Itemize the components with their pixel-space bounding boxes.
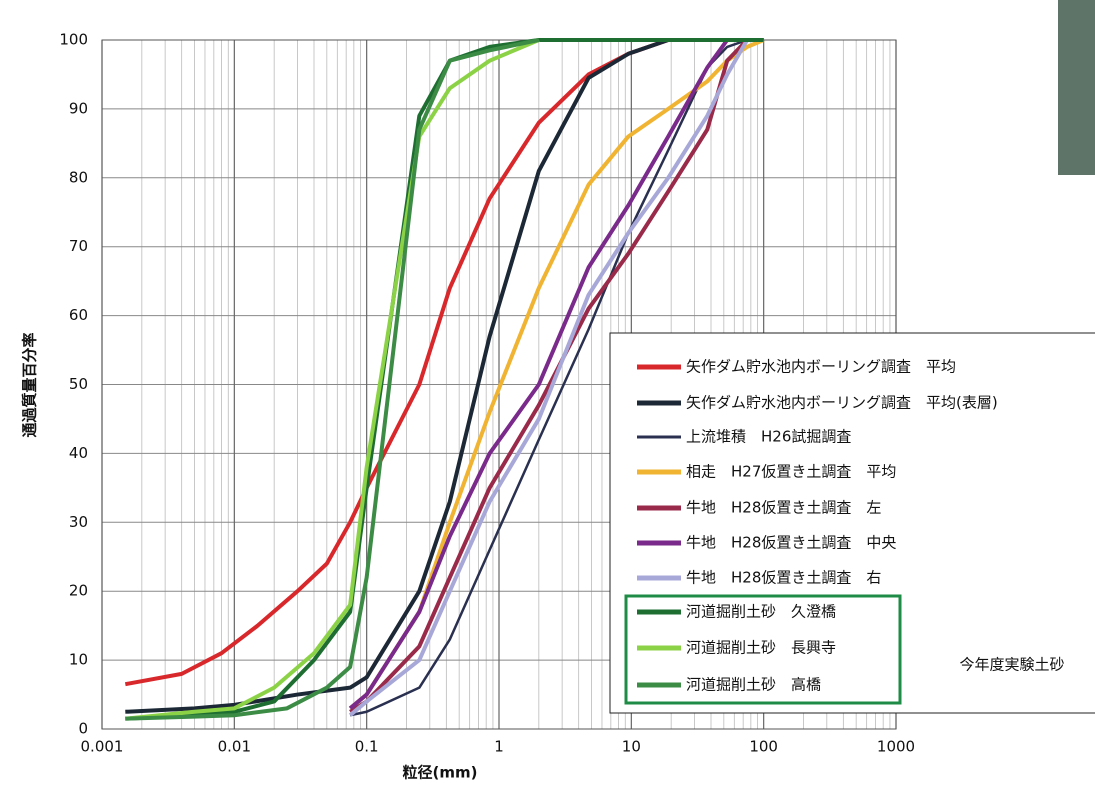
y-tick-label: 60 — [69, 306, 88, 324]
legend-label: 矢作ダム貯水池内ボーリング調査 平均(表層) — [686, 394, 998, 412]
x-tick-label: 0.01 — [218, 738, 251, 756]
y-tick-label: 10 — [69, 651, 88, 669]
chart: 粒径(mm) 通過質量百分率 0 10 20 30 40 50 60 70 80 90 100 0.0… — [0, 0, 1095, 787]
y-tick-label: 20 — [69, 582, 88, 600]
legend-label: 河道掘削土砂 長興寺 — [686, 639, 836, 657]
y-tick-label: 30 — [69, 513, 88, 531]
y-tick-label: 0 — [78, 720, 88, 738]
y-tick-label: 90 — [69, 99, 88, 117]
x-tick-label: 1000 — [877, 738, 915, 756]
y-tick-label: 40 — [69, 444, 88, 462]
y-tick-label: 100 — [59, 31, 88, 49]
legend-label: 矢作ダム貯水池内ボーリング調査 平均 — [686, 358, 956, 376]
x-tick-label: 10 — [622, 738, 641, 756]
y-tick-label: 70 — [69, 237, 88, 255]
legend-label: 河道掘削土砂 久澄橋 — [686, 603, 836, 621]
data-line — [125, 40, 539, 719]
y-tick-label: 80 — [69, 168, 88, 186]
annotation: 今年度実験土砂 — [959, 656, 1064, 674]
legend-label: 牛地 H28仮置き土調査 左 — [686, 499, 881, 517]
legend-label: 河道掘削土砂 高橋 — [686, 676, 821, 694]
legend-label: 上流堆積 H26試掘調査 — [686, 428, 851, 446]
legend-label: 牛地 H28仮置き土調査 右 — [686, 569, 881, 587]
x-axis-title: 粒径(mm) — [403, 764, 478, 782]
y-tick-label: 50 — [69, 375, 88, 393]
legend-label: 相走 H27仮置き土調査 平均 — [686, 463, 896, 481]
photo-corner — [1058, 0, 1095, 175]
y-axis-title: 通過質量百分率 — [21, 332, 39, 437]
legend-label: 牛地 H28仮置き土調査 中央 — [686, 534, 896, 552]
x-tick-label: 0.1 — [355, 738, 379, 756]
x-tick-label: 100 — [749, 738, 778, 756]
data-line — [125, 40, 539, 719]
x-tick-label: 1 — [494, 738, 504, 756]
x-tick-label: 0.001 — [81, 738, 124, 756]
